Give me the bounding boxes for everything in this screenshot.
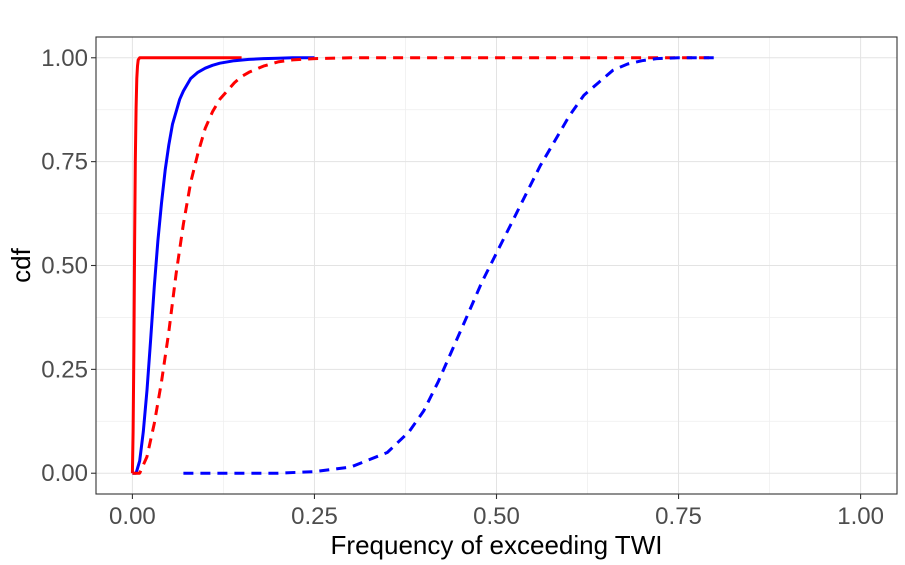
series-lines (130, 56, 715, 475)
series-line-2-solid (132, 56, 315, 475)
y-tick-label: 0.25 (41, 356, 88, 383)
series-line-3-dashed (132, 56, 715, 475)
x-tick-label: 0.50 (473, 503, 520, 530)
major-gridlines (96, 37, 897, 494)
y-tick-label: 0.50 (41, 253, 88, 280)
y-tick-label: 0.00 (41, 460, 88, 487)
x-axis-ticks: 0.00 0.25 0.50 0.75 1.00 (109, 494, 884, 530)
y-axis-title: cdf (6, 247, 36, 282)
x-tick-label: 0.25 (291, 503, 338, 530)
series-line-4-dashed (183, 56, 715, 475)
y-tick-label: 0.75 (41, 149, 88, 176)
y-tick-label: 1.00 (41, 45, 88, 72)
x-tick-label: 0.75 (655, 503, 702, 530)
x-tick-label: 0.00 (109, 503, 156, 530)
x-tick-label: 1.00 (837, 503, 884, 530)
series-line-1-solid (130, 56, 242, 474)
x-axis-title: Frequency of exceeding TWI (331, 530, 663, 560)
y-axis-ticks: 0.00 0.25 0.50 0.75 1.00 (41, 45, 96, 487)
